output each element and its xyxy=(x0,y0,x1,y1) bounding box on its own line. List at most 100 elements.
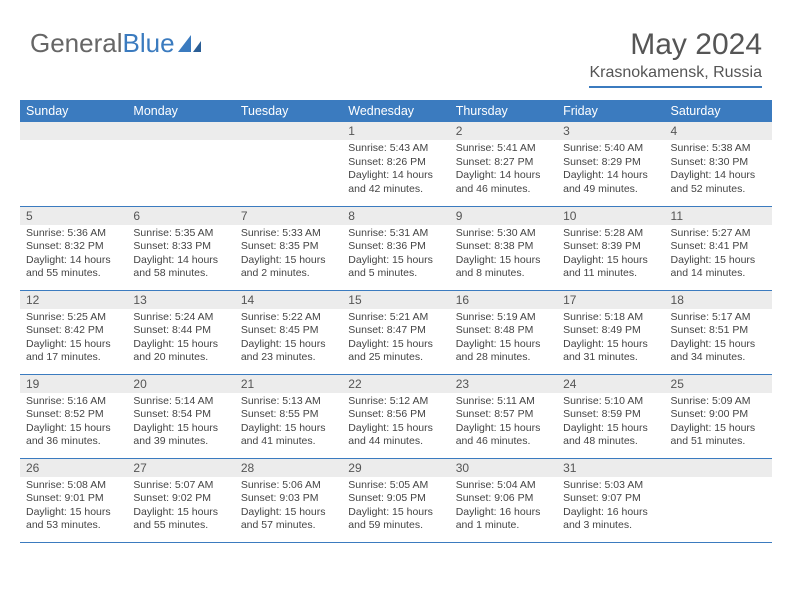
day-detail: Sunrise: 5:17 AMSunset: 8:51 PMDaylight:… xyxy=(665,309,772,370)
sunrise-text: Sunrise: 5:31 AM xyxy=(348,227,443,241)
calendar-day-cell: 20Sunrise: 5:14 AMSunset: 8:54 PMDayligh… xyxy=(127,374,234,458)
sunset-text: Sunset: 8:26 PM xyxy=(348,156,443,170)
sunrise-text: Sunrise: 5:03 AM xyxy=(563,479,658,493)
sunset-text: Sunset: 8:39 PM xyxy=(563,240,658,254)
sunrise-text: Sunrise: 5:13 AM xyxy=(241,395,336,409)
sunrise-text: Sunrise: 5:08 AM xyxy=(26,479,121,493)
day-number: 29 xyxy=(342,459,449,477)
weekday-header: Wednesday xyxy=(342,100,449,122)
sunset-text: Sunset: 9:03 PM xyxy=(241,492,336,506)
daylight-text: Daylight: 15 hours and 31 minutes. xyxy=(563,338,658,365)
day-detail: Sunrise: 5:25 AMSunset: 8:42 PMDaylight:… xyxy=(20,309,127,370)
day-detail: Sunrise: 5:30 AMSunset: 8:38 PMDaylight:… xyxy=(450,225,557,286)
calendar-day-cell: 23Sunrise: 5:11 AMSunset: 8:57 PMDayligh… xyxy=(450,374,557,458)
day-number: 27 xyxy=(127,459,234,477)
weekday-header: Saturday xyxy=(665,100,772,122)
sunset-text: Sunset: 8:35 PM xyxy=(241,240,336,254)
day-number: 30 xyxy=(450,459,557,477)
calendar-day-cell: 27Sunrise: 5:07 AMSunset: 9:02 PMDayligh… xyxy=(127,458,234,542)
day-number: 20 xyxy=(127,375,234,393)
day-detail: Sunrise: 5:41 AMSunset: 8:27 PMDaylight:… xyxy=(450,140,557,201)
calendar-day-cell: 19Sunrise: 5:16 AMSunset: 8:52 PMDayligh… xyxy=(20,374,127,458)
daylight-text: Daylight: 15 hours and 36 minutes. xyxy=(26,422,121,449)
day-number: 7 xyxy=(235,207,342,225)
calendar-day-cell: 1Sunrise: 5:43 AMSunset: 8:26 PMDaylight… xyxy=(342,122,449,206)
day-detail: Sunrise: 5:08 AMSunset: 9:01 PMDaylight:… xyxy=(20,477,127,538)
calendar-week-row: 1Sunrise: 5:43 AMSunset: 8:26 PMDaylight… xyxy=(20,122,772,206)
calendar-day-cell: 9Sunrise: 5:30 AMSunset: 8:38 PMDaylight… xyxy=(450,206,557,290)
sunset-text: Sunset: 8:54 PM xyxy=(133,408,228,422)
sunrise-text: Sunrise: 5:28 AM xyxy=(563,227,658,241)
sunset-text: Sunset: 8:44 PM xyxy=(133,324,228,338)
sunset-text: Sunset: 9:01 PM xyxy=(26,492,121,506)
logo-sail-icon xyxy=(177,34,203,54)
day-number: 11 xyxy=(665,207,772,225)
sunset-text: Sunset: 8:36 PM xyxy=(348,240,443,254)
calendar-day-cell: 30Sunrise: 5:04 AMSunset: 9:06 PMDayligh… xyxy=(450,458,557,542)
daylight-text: Daylight: 15 hours and 14 minutes. xyxy=(671,254,766,281)
sunset-text: Sunset: 8:51 PM xyxy=(671,324,766,338)
sunrise-text: Sunrise: 5:36 AM xyxy=(26,227,121,241)
day-detail: Sunrise: 5:19 AMSunset: 8:48 PMDaylight:… xyxy=(450,309,557,370)
day-detail: Sunrise: 5:14 AMSunset: 8:54 PMDaylight:… xyxy=(127,393,234,454)
daylight-text: Daylight: 15 hours and 48 minutes. xyxy=(563,422,658,449)
calendar-day-cell: 3Sunrise: 5:40 AMSunset: 8:29 PMDaylight… xyxy=(557,122,664,206)
sunrise-text: Sunrise: 5:07 AM xyxy=(133,479,228,493)
logo-text-part1: General xyxy=(30,28,123,59)
day-detail: Sunrise: 5:38 AMSunset: 8:30 PMDaylight:… xyxy=(665,140,772,201)
calendar-day-cell: 22Sunrise: 5:12 AMSunset: 8:56 PMDayligh… xyxy=(342,374,449,458)
sunset-text: Sunset: 8:52 PM xyxy=(26,408,121,422)
day-detail: Sunrise: 5:12 AMSunset: 8:56 PMDaylight:… xyxy=(342,393,449,454)
daylight-text: Daylight: 15 hours and 44 minutes. xyxy=(348,422,443,449)
calendar-page: GeneralBlue May 2024 Krasnokamensk, Russ… xyxy=(0,0,792,563)
day-number: 26 xyxy=(20,459,127,477)
day-detail: Sunrise: 5:22 AMSunset: 8:45 PMDaylight:… xyxy=(235,309,342,370)
sunrise-text: Sunrise: 5:25 AM xyxy=(26,311,121,325)
month-title: May 2024 xyxy=(589,28,762,62)
sunset-text: Sunset: 8:33 PM xyxy=(133,240,228,254)
calendar-day-cell xyxy=(235,122,342,206)
sunset-text: Sunset: 8:57 PM xyxy=(456,408,551,422)
day-detail: Sunrise: 5:21 AMSunset: 8:47 PMDaylight:… xyxy=(342,309,449,370)
day-detail: Sunrise: 5:27 AMSunset: 8:41 PMDaylight:… xyxy=(665,225,772,286)
day-number xyxy=(20,122,127,140)
daylight-text: Daylight: 15 hours and 51 minutes. xyxy=(671,422,766,449)
sunset-text: Sunset: 8:38 PM xyxy=(456,240,551,254)
sunrise-text: Sunrise: 5:06 AM xyxy=(241,479,336,493)
calendar-week-row: 12Sunrise: 5:25 AMSunset: 8:42 PMDayligh… xyxy=(20,290,772,374)
calendar-day-cell: 15Sunrise: 5:21 AMSunset: 8:47 PMDayligh… xyxy=(342,290,449,374)
sunset-text: Sunset: 8:41 PM xyxy=(671,240,766,254)
calendar-week-row: 19Sunrise: 5:16 AMSunset: 8:52 PMDayligh… xyxy=(20,374,772,458)
sunrise-text: Sunrise: 5:30 AM xyxy=(456,227,551,241)
day-detail: Sunrise: 5:06 AMSunset: 9:03 PMDaylight:… xyxy=(235,477,342,538)
day-detail: Sunrise: 5:09 AMSunset: 9:00 PMDaylight:… xyxy=(665,393,772,454)
calendar-day-cell: 7Sunrise: 5:33 AMSunset: 8:35 PMDaylight… xyxy=(235,206,342,290)
calendar-table: Sunday Monday Tuesday Wednesday Thursday… xyxy=(20,100,772,543)
day-number: 31 xyxy=(557,459,664,477)
daylight-text: Daylight: 16 hours and 3 minutes. xyxy=(563,506,658,533)
title-block: May 2024 Krasnokamensk, Russia xyxy=(589,28,772,88)
day-number: 22 xyxy=(342,375,449,393)
daylight-text: Daylight: 15 hours and 59 minutes. xyxy=(348,506,443,533)
daylight-text: Daylight: 15 hours and 39 minutes. xyxy=(133,422,228,449)
sunset-text: Sunset: 8:47 PM xyxy=(348,324,443,338)
sunrise-text: Sunrise: 5:21 AM xyxy=(348,311,443,325)
calendar-day-cell: 6Sunrise: 5:35 AMSunset: 8:33 PMDaylight… xyxy=(127,206,234,290)
day-number: 6 xyxy=(127,207,234,225)
daylight-text: Daylight: 15 hours and 5 minutes. xyxy=(348,254,443,281)
sunset-text: Sunset: 8:29 PM xyxy=(563,156,658,170)
sunrise-text: Sunrise: 5:41 AM xyxy=(456,142,551,156)
calendar-day-cell: 16Sunrise: 5:19 AMSunset: 8:48 PMDayligh… xyxy=(450,290,557,374)
daylight-text: Daylight: 14 hours and 58 minutes. xyxy=(133,254,228,281)
calendar-day-cell xyxy=(665,458,772,542)
day-detail: Sunrise: 5:04 AMSunset: 9:06 PMDaylight:… xyxy=(450,477,557,538)
calendar-day-cell: 26Sunrise: 5:08 AMSunset: 9:01 PMDayligh… xyxy=(20,458,127,542)
day-number: 21 xyxy=(235,375,342,393)
sunrise-text: Sunrise: 5:05 AM xyxy=(348,479,443,493)
weekday-header: Friday xyxy=(557,100,664,122)
sunrise-text: Sunrise: 5:16 AM xyxy=(26,395,121,409)
calendar-day-cell: 17Sunrise: 5:18 AMSunset: 8:49 PMDayligh… xyxy=(557,290,664,374)
day-number: 15 xyxy=(342,291,449,309)
day-detail: Sunrise: 5:11 AMSunset: 8:57 PMDaylight:… xyxy=(450,393,557,454)
sunrise-text: Sunrise: 5:43 AM xyxy=(348,142,443,156)
